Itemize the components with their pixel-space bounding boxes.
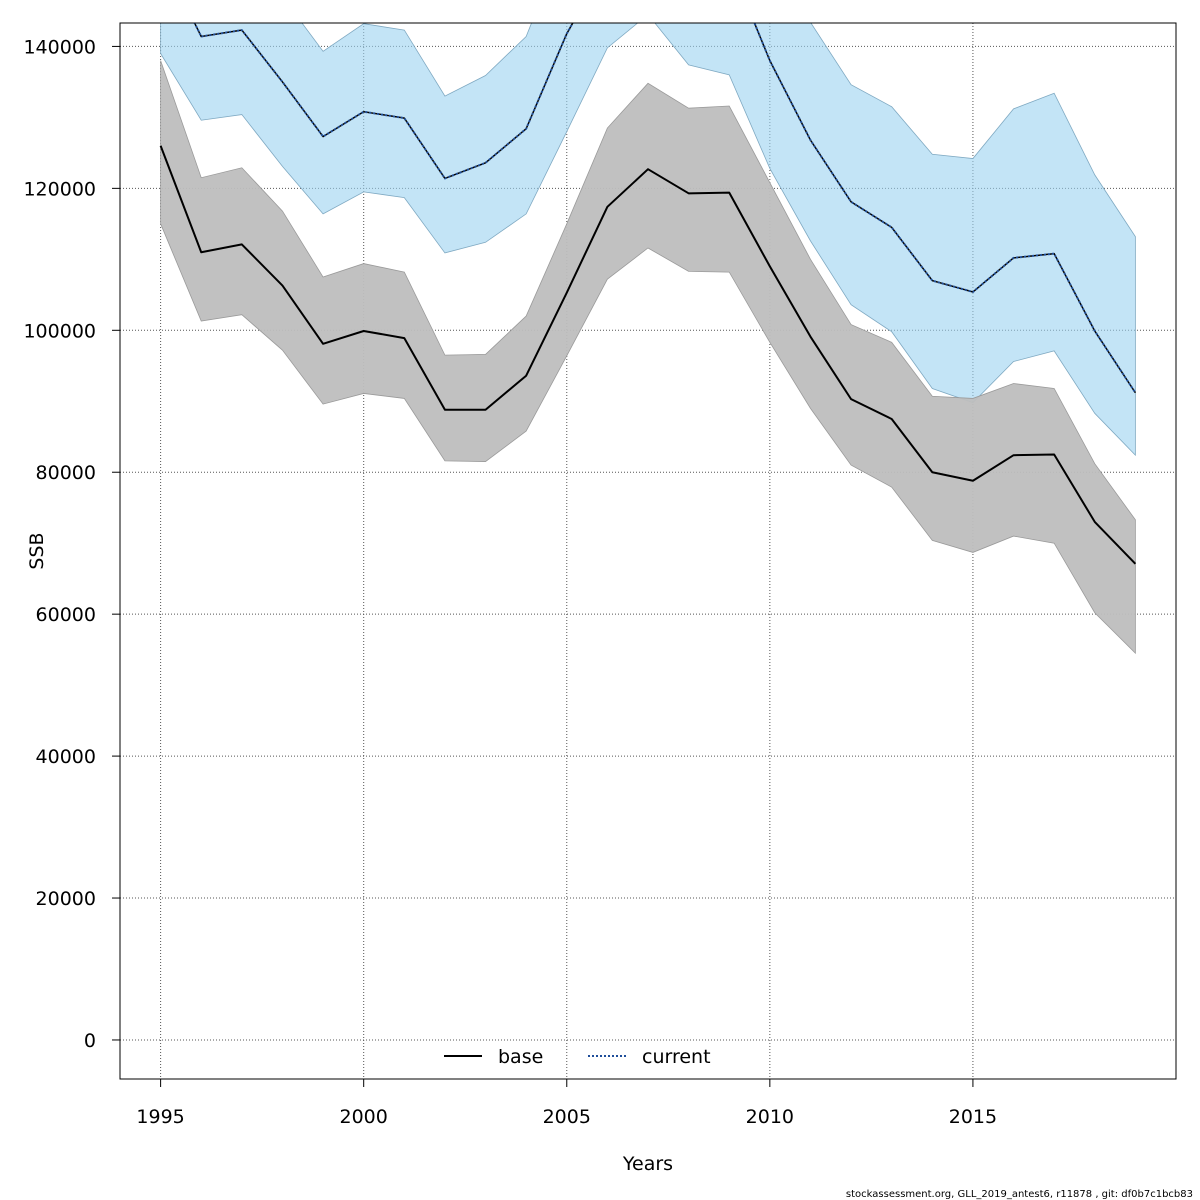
x-tick-label: 2005 (543, 1106, 591, 1128)
y-tick-label: 140000 (23, 36, 96, 58)
y-tick-label: 60000 (36, 604, 96, 626)
legend-current-label: current (642, 1046, 711, 1068)
line-base (159, 145, 1137, 565)
x-tick-label: 1995 (136, 1106, 184, 1128)
x-axis-title: Years (622, 1153, 673, 1175)
y-axis: 0 20000 40000 60000 80000 100000 120000 140000 (23, 36, 120, 1052)
y-tick-label: 20000 (36, 888, 96, 910)
x-axis: 1995 2000 2005 2010 2015 (136, 1079, 997, 1128)
plot-frame (119, 22, 1177, 1080)
x-tick-label: 2015 (949, 1106, 997, 1128)
legend: base current (444, 1046, 711, 1068)
y-tick-label: 40000 (36, 746, 96, 768)
footer-credit: stockassessment.org, GLL_2019_antest6, r… (846, 1189, 1193, 1200)
y-tick-label: 80000 (36, 462, 96, 484)
y-tick-label: 0 (84, 1030, 96, 1052)
confidence-bands (160, 23, 1136, 655)
x-tick-label: 2000 (340, 1106, 388, 1128)
x-tick-label: 2010 (746, 1106, 794, 1128)
line-current-underlay (193, 23, 1137, 394)
y-axis-title: SSB (26, 532, 48, 569)
line-current (193, 23, 1137, 394)
legend-base-label: base (498, 1046, 543, 1068)
grid (120, 23, 1176, 1079)
band-current (160, 23, 1136, 457)
y-tick-label: 100000 (23, 320, 96, 342)
y-tick-label: 120000 (23, 178, 96, 200)
series-lines (159, 23, 1137, 565)
band-base (160, 60, 1136, 655)
